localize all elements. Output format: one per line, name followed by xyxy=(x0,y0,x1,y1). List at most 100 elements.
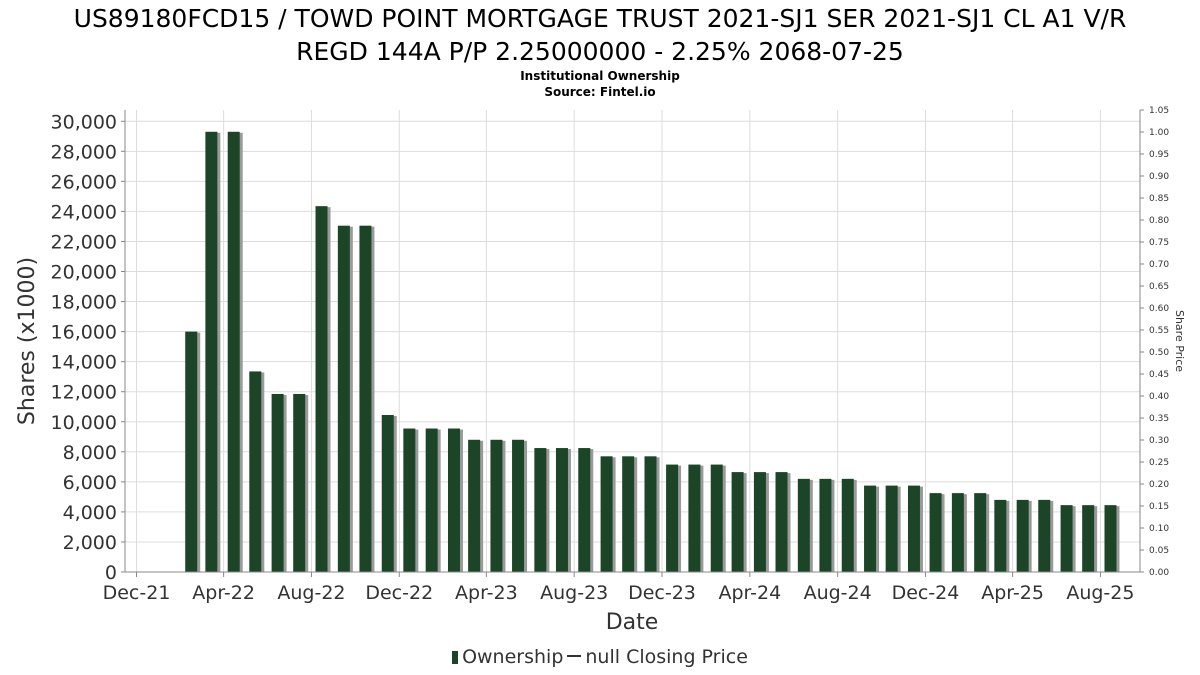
y2-tick-label: 0.40 xyxy=(1149,392,1169,402)
bar xyxy=(929,493,942,572)
bar xyxy=(644,456,657,572)
x-tick-label: Aug-25 xyxy=(1066,582,1134,604)
axes: 0 2,000 4,000 6,000 8,000 10,000 12,000 14,000 1… xyxy=(51,106,1170,604)
y2-tick-label: 0.25 xyxy=(1149,458,1169,468)
bar xyxy=(666,464,679,572)
y-tick-label: 18,000 xyxy=(51,292,117,314)
y2-tick-label: 0.85 xyxy=(1149,194,1169,204)
bar xyxy=(994,499,1007,572)
bar xyxy=(381,414,394,572)
y-tick-label: 2,000 xyxy=(63,532,117,554)
bar xyxy=(819,478,832,572)
bar xyxy=(227,131,240,572)
y-tick-label: 4,000 xyxy=(63,502,117,524)
x-tick-label: Aug-23 xyxy=(540,582,608,604)
y-tick-label: 30,000 xyxy=(51,111,117,133)
y-tick-label: 0 xyxy=(105,562,117,584)
bar xyxy=(731,472,744,572)
bar xyxy=(490,439,503,572)
y2-tick-label: 0.05 xyxy=(1149,546,1169,556)
bar xyxy=(974,493,987,572)
bar xyxy=(1038,499,1051,572)
bar xyxy=(403,428,416,572)
y2-tick-label: 0.30 xyxy=(1149,436,1169,446)
y2-tick-label: 0.65 xyxy=(1149,282,1169,292)
y2-tick-label: 1.00 xyxy=(1149,128,1169,138)
bar xyxy=(337,225,350,572)
bar xyxy=(710,464,723,572)
bar xyxy=(622,456,635,572)
bar xyxy=(578,448,591,572)
chart-subtitle: Institutional Ownership xyxy=(520,69,680,83)
bar xyxy=(315,206,328,572)
bar xyxy=(185,331,198,572)
y-tick-label: 16,000 xyxy=(51,322,117,344)
bar xyxy=(775,472,788,572)
y2-tick-label: 0.50 xyxy=(1149,348,1169,358)
y2-tick-label: 0.55 xyxy=(1149,326,1169,336)
bar xyxy=(1082,505,1095,572)
bar xyxy=(534,448,547,572)
x-axis-label: Date xyxy=(606,610,659,635)
y-axis-label: Shares (x1000) xyxy=(15,257,40,425)
x-tick-label: Apr-25 xyxy=(981,582,1044,604)
x-tick-label: Aug-24 xyxy=(804,582,872,604)
bar xyxy=(271,393,284,572)
bar xyxy=(293,393,306,572)
y2-tick-label: 0.80 xyxy=(1149,216,1169,226)
bar xyxy=(447,428,460,572)
y-tick-label: 14,000 xyxy=(51,352,117,374)
x-tick-label: Apr-24 xyxy=(718,582,781,604)
y2-tick-label: 0.00 xyxy=(1149,568,1169,578)
bar xyxy=(885,485,898,572)
chart-title: US89180FCD15 / TOWD POINT MORTGAGE TRUST… xyxy=(0,2,1200,68)
bar xyxy=(600,456,613,572)
x-tick-label: Dec-24 xyxy=(892,582,960,604)
y2-tick-label: 0.70 xyxy=(1149,260,1169,270)
bar xyxy=(1016,499,1029,572)
chart-title-line-1: US89180FCD15 / TOWD POINT MORTGAGE TRUST… xyxy=(73,4,1127,33)
bar xyxy=(797,478,810,572)
y2-tick-label: 0.75 xyxy=(1149,238,1169,248)
x-tick-label: Apr-22 xyxy=(192,582,255,604)
y2-tick-label: 1.05 xyxy=(1149,106,1169,116)
y-tick-label: 20,000 xyxy=(51,262,117,284)
bar xyxy=(753,472,766,572)
y-tick-label: 6,000 xyxy=(63,472,117,494)
bar xyxy=(1060,505,1073,572)
y-tick-label: 26,000 xyxy=(51,171,117,193)
y-tick-label: 10,000 xyxy=(51,412,117,434)
x-tick-label: Aug-22 xyxy=(277,582,345,604)
legend: Ownership null Closing Price xyxy=(0,646,1200,668)
y2-axis-label: Share Price xyxy=(1173,310,1186,372)
bar xyxy=(1104,505,1117,572)
y2-tick-label: 0.90 xyxy=(1149,172,1169,182)
bar xyxy=(951,493,964,572)
bar xyxy=(512,439,525,572)
bar xyxy=(205,131,218,572)
bar xyxy=(864,485,877,572)
y2-tick-label: 0.15 xyxy=(1149,502,1169,512)
bar xyxy=(555,448,568,572)
bar xyxy=(425,428,438,572)
y-tick-label: 12,000 xyxy=(51,382,117,404)
bar xyxy=(841,478,854,572)
x-tick-label: Apr-23 xyxy=(455,582,518,604)
y2-tick-label: 0.10 xyxy=(1149,524,1169,534)
y-tick-label: 24,000 xyxy=(51,201,117,223)
bar xyxy=(249,371,262,572)
bar xyxy=(468,439,481,572)
y-tick-label: 22,000 xyxy=(51,231,117,253)
y2-tick-label: 0.95 xyxy=(1149,150,1169,160)
y2-tick-label: 0.35 xyxy=(1149,414,1169,424)
x-tick-label: Dec-21 xyxy=(103,582,171,604)
legend-closing-price-swatch xyxy=(567,655,582,657)
x-tick-label: Dec-22 xyxy=(365,582,433,604)
y2-tick-label: 0.20 xyxy=(1149,480,1169,490)
chart-source: Source: Fintel.io xyxy=(544,85,656,99)
legend-ownership-label: Ownership xyxy=(462,646,564,668)
bar xyxy=(907,485,920,572)
legend-ownership-swatch xyxy=(452,651,459,664)
bar xyxy=(359,225,372,572)
